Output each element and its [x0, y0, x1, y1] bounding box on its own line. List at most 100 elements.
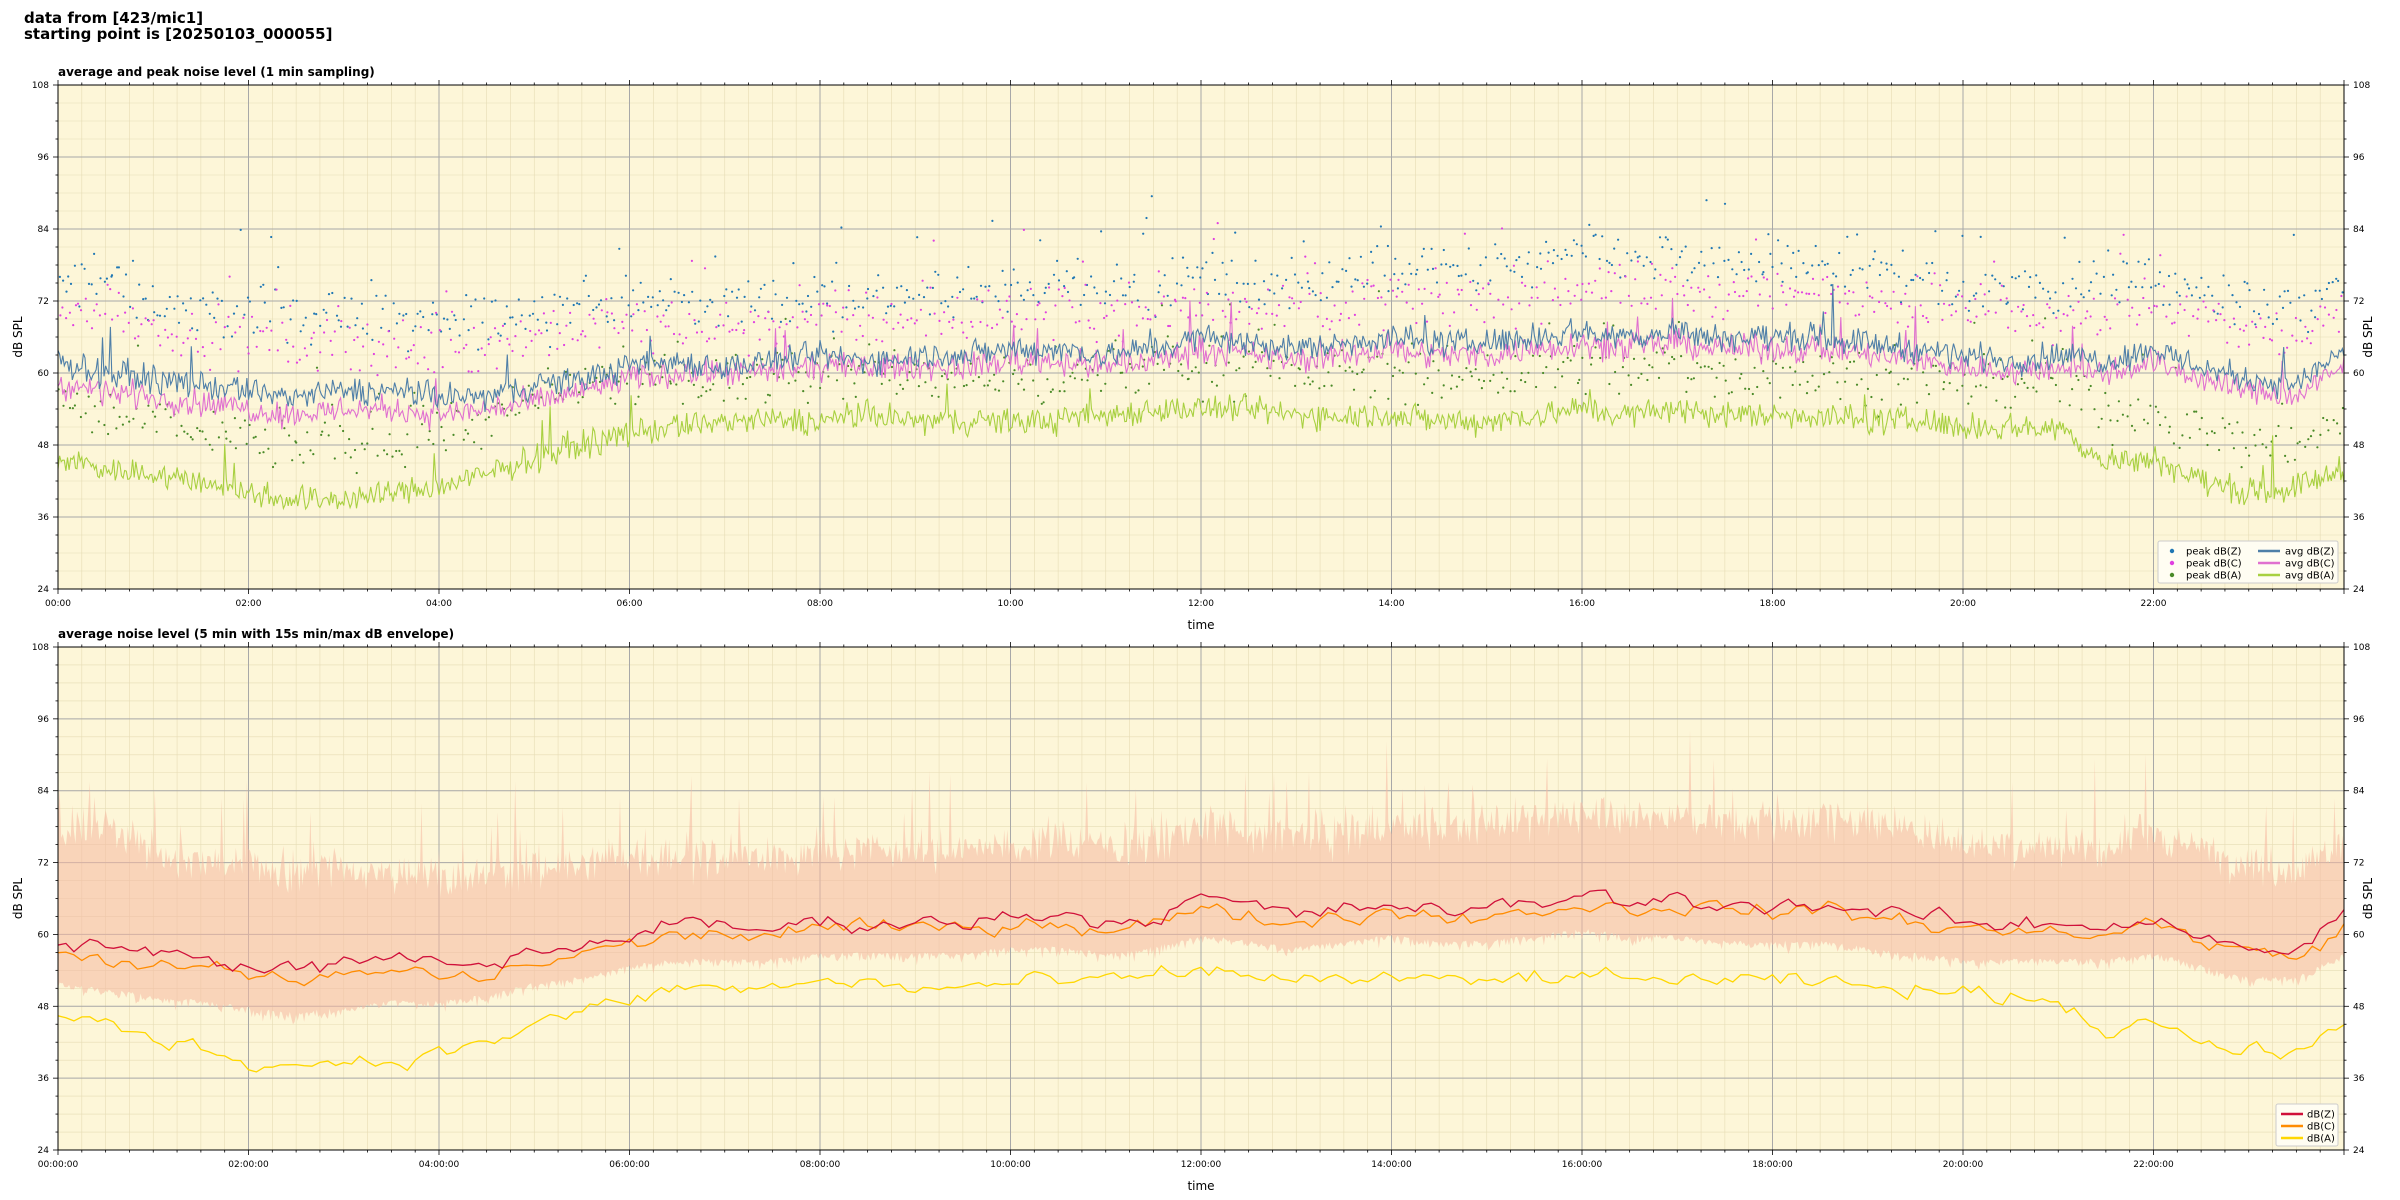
peak-point: [1727, 392, 1730, 395]
peak-point: [1722, 318, 1725, 321]
peak-point: [2183, 278, 2186, 281]
peak-point: [1948, 304, 1951, 307]
peak-point: [189, 436, 192, 439]
peak-point: [395, 449, 398, 453]
peak-point: [1162, 368, 1166, 371]
peak-point: [1124, 294, 1127, 297]
peak-point: [1171, 257, 1174, 260]
peak-point: [854, 395, 857, 398]
peak-point: [1966, 319, 1969, 322]
peak-point: [1610, 263, 1613, 267]
peak-point: [109, 288, 112, 291]
peak-point: [128, 420, 131, 423]
peak-point: [1423, 383, 1426, 386]
peak-point: [1938, 370, 1941, 373]
peak-point: [895, 392, 898, 395]
peak-point: [183, 430, 186, 433]
peak-point: [635, 303, 639, 306]
peak-point: [173, 307, 176, 310]
peak-point: [1979, 235, 1982, 238]
peak-point: [533, 300, 536, 303]
peak-point: [2049, 297, 2052, 300]
peak-point: [1858, 313, 1861, 316]
peak-point: [2192, 315, 2195, 318]
peak-point: [2117, 400, 2120, 403]
peak-point: [1086, 379, 1089, 382]
peak-point: [1032, 294, 1035, 297]
peak-point: [1020, 378, 1023, 381]
peak-point: [2193, 410, 2196, 413]
peak-point: [2195, 410, 2198, 413]
peak-point: [1489, 292, 1492, 295]
peak-point: [2275, 318, 2278, 321]
peak-point: [877, 274, 880, 277]
peak-point: [728, 386, 731, 389]
peak-point: [1627, 374, 1630, 377]
peak-point: [1121, 294, 1125, 297]
peak-point: [422, 404, 425, 407]
peak-point: [695, 331, 699, 334]
peak-point: [1464, 273, 1467, 276]
peak-point: [1221, 261, 1224, 264]
peak-point: [2221, 306, 2224, 309]
peak-point: [155, 430, 158, 433]
peak-point: [1937, 302, 1940, 306]
peak-point: [72, 324, 75, 327]
peak-point: [1445, 281, 1448, 284]
peak-point: [1330, 384, 1333, 387]
peak-point: [669, 382, 672, 385]
peak-point: [581, 396, 584, 399]
peak-point: [276, 349, 279, 352]
peak-point: [853, 307, 857, 310]
peak-point: [117, 266, 120, 269]
peak-point: [1482, 287, 1485, 290]
peak-point: [2221, 417, 2224, 420]
peak-point: [1090, 275, 1093, 278]
peak-point: [725, 301, 728, 304]
peak-point: [614, 402, 617, 405]
peak-point: [1120, 277, 1123, 280]
peak-point: [1660, 294, 1663, 297]
peak-point: [1205, 361, 1208, 365]
peak-point: [1543, 281, 1546, 284]
peak-point: [1309, 383, 1312, 386]
peak-point: [885, 321, 888, 324]
legend-marker: [2169, 548, 2175, 554]
peak-point: [970, 320, 973, 323]
peak-point: [289, 318, 292, 321]
peak-point: [2017, 305, 2020, 308]
peak-point: [847, 289, 850, 292]
peak-point: [1580, 244, 1583, 247]
peak-point: [1645, 256, 1648, 259]
peak-point: [1512, 264, 1515, 267]
peak-point: [703, 267, 707, 270]
peak-point: [1634, 250, 1637, 253]
legend-label: dB(A): [2307, 1134, 2335, 1145]
peak-point: [715, 359, 718, 362]
peak-point: [2200, 276, 2203, 279]
peak-point: [652, 352, 655, 355]
peak-point: [1518, 302, 1521, 305]
peak-point: [112, 406, 115, 409]
peak-point: [315, 366, 319, 369]
peak-point: [865, 291, 868, 294]
peak-point: [1205, 261, 1208, 264]
peak-point: [988, 285, 991, 288]
peak-point: [565, 324, 568, 327]
peak-point: [977, 376, 981, 379]
peak-point: [549, 321, 552, 324]
peak-point: [2116, 419, 2119, 422]
peak-point: [1975, 292, 1978, 295]
peak-point: [2335, 308, 2338, 312]
legend-panel1: peak dB(Z)peak dB(C)peak dB(A)avg dB(Z)a…: [2157, 540, 2339, 584]
peak-point: [1526, 262, 1529, 265]
peak-point: [1180, 363, 1183, 366]
peak-point: [1740, 260, 1743, 264]
peak-point: [196, 329, 199, 332]
peak-point: [749, 310, 752, 313]
peak-point: [731, 290, 734, 293]
panel2-group: 00:00:00 02:00:00 04:00:00 06:00:00 08:00:00…: [11, 627, 2375, 1193]
peak-point: [1797, 291, 1800, 294]
peak-point: [1117, 334, 1120, 337]
peak-point: [1104, 382, 1107, 385]
